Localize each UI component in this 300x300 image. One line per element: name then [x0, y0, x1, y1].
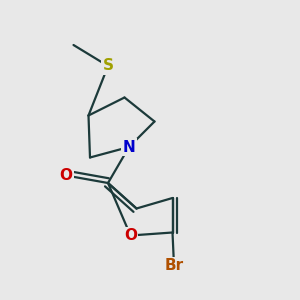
Text: O: O [124, 228, 137, 243]
Text: N: N [123, 140, 135, 154]
Text: Br: Br [164, 258, 184, 273]
Text: S: S [103, 58, 113, 74]
Text: O: O [59, 168, 73, 183]
